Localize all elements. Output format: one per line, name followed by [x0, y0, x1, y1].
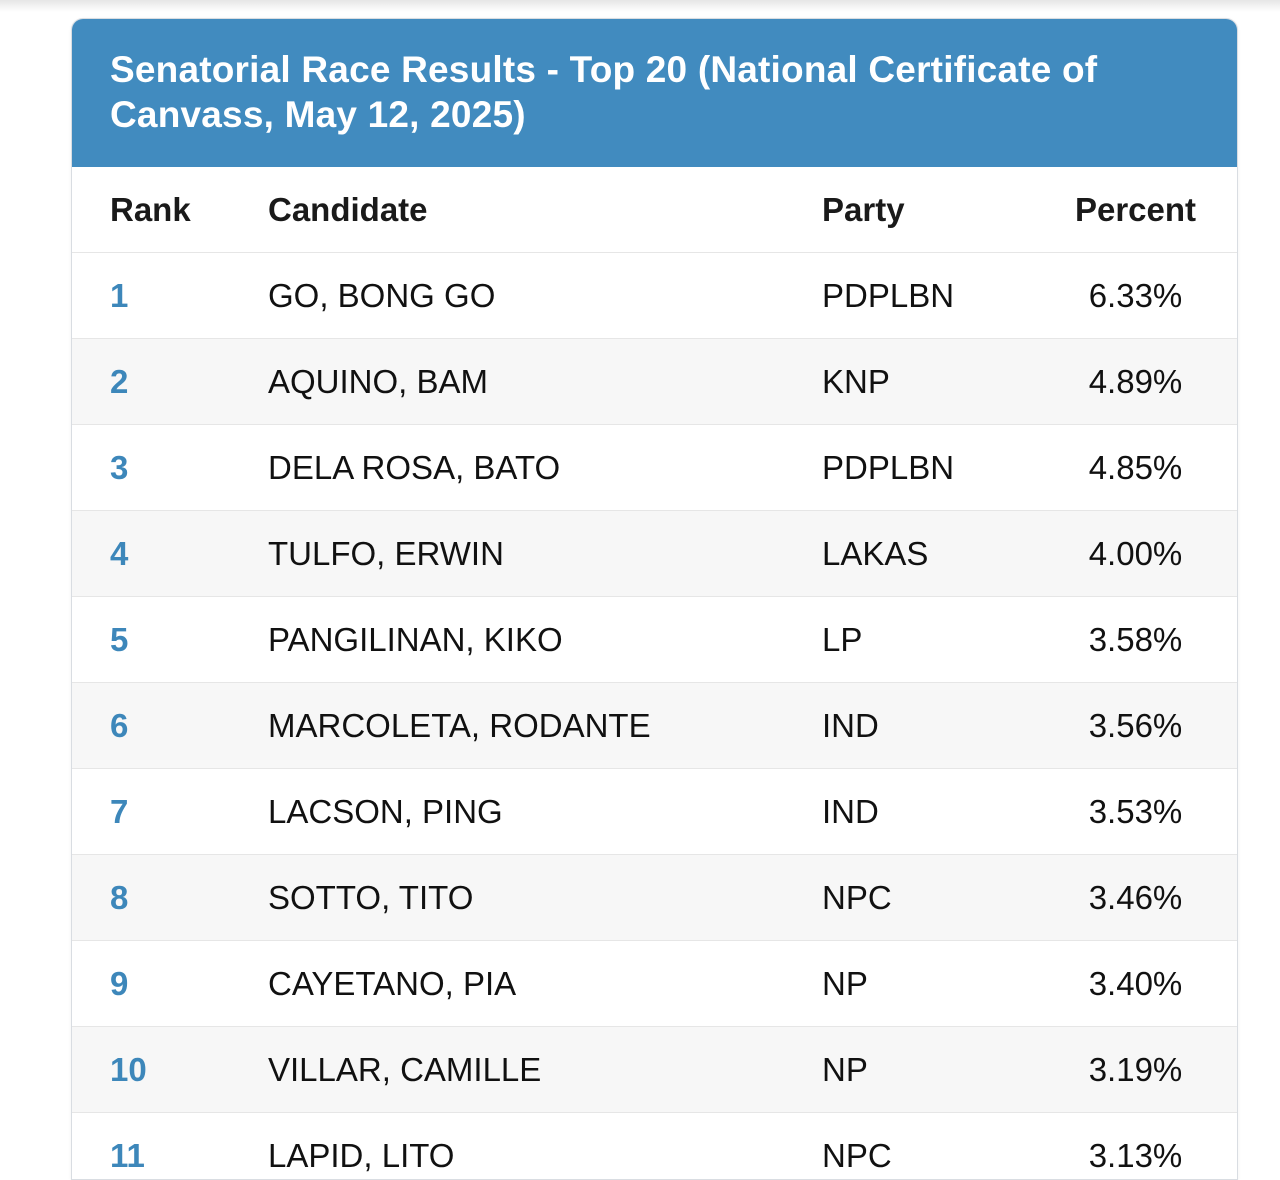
candidate-cell: LAPID, LITO [268, 1113, 822, 1180]
candidate-cell: MARCOLETA, RODANTE [268, 683, 822, 769]
rank-cell: 5 [72, 597, 268, 683]
rank-cell: 10 [72, 1027, 268, 1113]
percent-cell: 3.13% [1034, 1113, 1237, 1180]
percent-cell: 4.00% [1034, 511, 1237, 597]
candidate-cell: TULFO, ERWIN [268, 511, 822, 597]
table-row: 1 GO, BONG GO PDPLBN 6.33% [72, 253, 1237, 339]
party-cell: NP [822, 941, 1034, 1027]
card-header: Senatorial Race Results - Top 20 (Nation… [72, 19, 1237, 167]
table-row: 4 TULFO, ERWIN LAKAS 4.00% [72, 511, 1237, 597]
rank-cell: 11 [72, 1113, 268, 1180]
rank-cell: 8 [72, 855, 268, 941]
column-header-candidate: Candidate [268, 167, 822, 253]
rank-cell: 6 [72, 683, 268, 769]
column-header-rank: Rank [72, 167, 268, 253]
rank-cell: 3 [72, 425, 268, 511]
candidate-cell: PANGILINAN, KIKO [268, 597, 822, 683]
party-cell: PDPLBN [822, 253, 1034, 339]
candidate-cell: LACSON, PING [268, 769, 822, 855]
table-row: 5 PANGILINAN, KIKO LP 3.58% [72, 597, 1237, 683]
party-cell: PDPLBN [822, 425, 1034, 511]
percent-cell: 3.56% [1034, 683, 1237, 769]
candidate-cell: SOTTO, TITO [268, 855, 822, 941]
column-header-percent: Percent [1034, 167, 1237, 253]
party-cell: IND [822, 769, 1034, 855]
party-cell: KNP [822, 339, 1034, 425]
percent-cell: 3.40% [1034, 941, 1237, 1027]
party-cell: NP [822, 1027, 1034, 1113]
candidate-cell: GO, BONG GO [268, 253, 822, 339]
percent-cell: 4.85% [1034, 425, 1237, 511]
party-cell: NPC [822, 855, 1034, 941]
browser-top-edge [0, 0, 1280, 12]
percent-cell: 3.19% [1034, 1027, 1237, 1113]
party-cell: IND [822, 683, 1034, 769]
results-table: Rank Candidate Party Percent 1 GO, BONG … [72, 167, 1237, 1180]
rank-cell: 9 [72, 941, 268, 1027]
table-row: 2 AQUINO, BAM KNP 4.89% [72, 339, 1237, 425]
party-cell: NPC [822, 1113, 1034, 1180]
table-header-row: Rank Candidate Party Percent [72, 167, 1237, 253]
percent-cell: 3.53% [1034, 769, 1237, 855]
candidate-cell: VILLAR, CAMILLE [268, 1027, 822, 1113]
rank-cell: 1 [72, 253, 268, 339]
table-row: 7 LACSON, PING IND 3.53% [72, 769, 1237, 855]
party-cell: LAKAS [822, 511, 1034, 597]
rank-cell: 4 [72, 511, 268, 597]
candidate-cell: CAYETANO, PIA [268, 941, 822, 1027]
candidate-cell: DELA ROSA, BATO [268, 425, 822, 511]
table-row: 10 VILLAR, CAMILLE NP 3.19% [72, 1027, 1237, 1113]
rank-cell: 2 [72, 339, 268, 425]
percent-cell: 3.58% [1034, 597, 1237, 683]
table-row: 3 DELA ROSA, BATO PDPLBN 4.85% [72, 425, 1237, 511]
percent-cell: 6.33% [1034, 253, 1237, 339]
page-title: Senatorial Race Results - Top 20 (Nation… [110, 47, 1199, 137]
column-header-party: Party [822, 167, 1034, 253]
candidate-cell: AQUINO, BAM [268, 339, 822, 425]
table-row: 11 LAPID, LITO NPC 3.13% [72, 1113, 1237, 1180]
table-row: 8 SOTTO, TITO NPC 3.46% [72, 855, 1237, 941]
party-cell: LP [822, 597, 1034, 683]
rank-cell: 7 [72, 769, 268, 855]
results-card: Senatorial Race Results - Top 20 (Nation… [71, 18, 1238, 1180]
percent-cell: 3.46% [1034, 855, 1237, 941]
table-row: 9 CAYETANO, PIA NP 3.40% [72, 941, 1237, 1027]
percent-cell: 4.89% [1034, 339, 1237, 425]
table-row: 6 MARCOLETA, RODANTE IND 3.56% [72, 683, 1237, 769]
